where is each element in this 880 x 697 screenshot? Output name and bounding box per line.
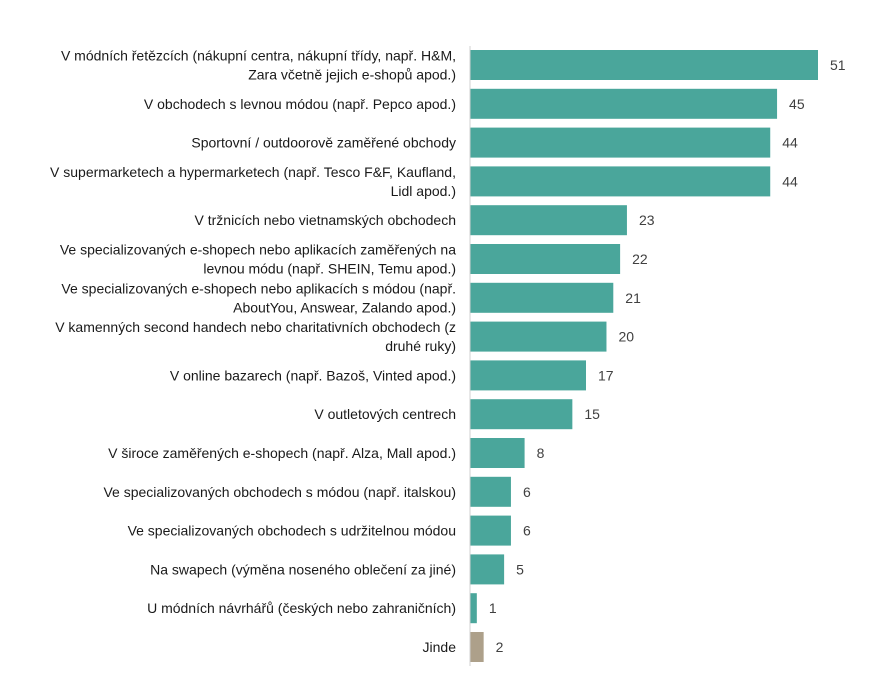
- category-label-line: V online bazarech (např. Bazoš, Vinted a…: [170, 367, 456, 383]
- category-label-7: V kamenných second handech nebo charitat…: [55, 319, 456, 354]
- category-label-line: V tržnicích nebo vietnamských obchodech: [195, 212, 456, 228]
- category-label-4: V tržnicích nebo vietnamských obchodech: [195, 212, 456, 228]
- value-label-12: 6: [523, 523, 531, 539]
- category-label-line: V obchodech s levnou módou (např. Pepco …: [144, 96, 456, 112]
- category-label-2: Sportovní / outdoorově zaměřené obchody: [191, 135, 456, 151]
- category-label-line: Sportovní / outdoorově zaměřené obchody: [191, 135, 456, 151]
- category-labels: V módních řetězcích (nákupní centra, nák…: [50, 48, 456, 656]
- value-label-9: 15: [584, 406, 600, 422]
- category-label-line: V supermarketech a hypermarketech (např.…: [50, 164, 456, 180]
- value-label-0: 51: [830, 57, 846, 73]
- value-label-13: 5: [516, 561, 524, 577]
- category-label-9: V outletových centrech: [314, 406, 456, 422]
- category-label-line: druhé ruky): [385, 338, 456, 354]
- value-label-11: 6: [523, 484, 531, 500]
- category-label-line: V kamenných second handech nebo charitat…: [55, 319, 456, 335]
- value-label-15: 2: [496, 639, 504, 655]
- bar-11: [470, 476, 511, 507]
- category-label-line: Na swapech (výměna noseného oblečení za …: [150, 561, 456, 577]
- bar-1: [470, 88, 778, 119]
- category-label-line: V módních řetězcích (nákupní centra, nák…: [61, 48, 456, 64]
- bar-10: [470, 438, 525, 468]
- category-label-line: Ve specializovaných e-shopech nebo aplik…: [61, 280, 456, 296]
- category-label-10: V široce zaměřených e-shopech (např. Alz…: [108, 445, 456, 461]
- category-label-line: V široce zaměřených e-shopech (např. Alz…: [108, 445, 456, 461]
- bar-8: [470, 360, 586, 391]
- category-label-line: levnou módu (např. SHEIN, Temu apod.): [203, 261, 456, 277]
- category-label-line: Ve specializovaných obchodech s udržitel…: [128, 523, 456, 539]
- category-label-6: Ve specializovaných e-shopech nebo aplik…: [61, 280, 456, 315]
- bar-5: [470, 244, 621, 274]
- category-label-15: Jinde: [423, 639, 457, 655]
- bar-9: [470, 399, 573, 430]
- category-label-14: U módních návrhářů (českých nebo zahrani…: [147, 600, 456, 616]
- category-label-line: Ve specializovaných obchodech s módou (n…: [103, 484, 456, 500]
- bar-4: [470, 205, 627, 236]
- category-label-11: Ve specializovaných obchodech s módou (n…: [103, 484, 456, 500]
- category-label-line: Jinde: [423, 639, 457, 655]
- value-label-10: 8: [537, 445, 545, 461]
- category-label-3: V supermarketech a hypermarketech (např.…: [50, 164, 456, 199]
- category-label-8: V online bazarech (např. Bazoš, Vinted a…: [170, 367, 456, 383]
- category-label-line: Lidl apod.): [391, 183, 456, 199]
- category-label-12: Ve specializovaných obchodech s udržitel…: [128, 523, 456, 539]
- category-label-line: Ve specializovaných e-shopech nebo aplik…: [60, 242, 456, 258]
- category-label-line: U módních návrhářů (českých nebo zahrani…: [147, 600, 456, 616]
- value-label-6: 21: [625, 290, 641, 306]
- bars: [470, 50, 818, 662]
- category-label-line: Zara včetně jejich e-shopů apod.): [248, 67, 456, 83]
- value-label-7: 20: [618, 329, 634, 345]
- bar-15: [470, 632, 484, 662]
- category-label-line: AboutYou, Answear, Zalando apod.): [233, 299, 456, 315]
- value-label-14: 1: [489, 600, 497, 616]
- bar-2: [470, 127, 771, 158]
- bar-0: [470, 50, 818, 80]
- bar-12: [470, 515, 511, 546]
- category-label-1: V obchodech s levnou módou (např. Pepco …: [144, 96, 456, 112]
- value-label-8: 17: [598, 367, 614, 383]
- value-label-4: 23: [639, 212, 655, 228]
- value-label-3: 44: [782, 173, 798, 189]
- category-label-0: V módních řetězcích (nákupní centra, nák…: [61, 48, 456, 83]
- bar-6: [470, 282, 614, 313]
- value-label-1: 45: [789, 96, 805, 112]
- category-label-5: Ve specializovaných e-shopech nebo aplik…: [60, 242, 456, 277]
- bar-14: [470, 593, 477, 624]
- value-label-2: 44: [782, 135, 798, 151]
- bar-7: [470, 321, 607, 352]
- bar-3: [470, 166, 771, 197]
- category-label-13: Na swapech (výměna noseného oblečení za …: [150, 561, 456, 577]
- value-label-5: 22: [632, 251, 648, 267]
- category-label-line: V outletových centrech: [314, 406, 456, 422]
- bar-13: [470, 554, 505, 585]
